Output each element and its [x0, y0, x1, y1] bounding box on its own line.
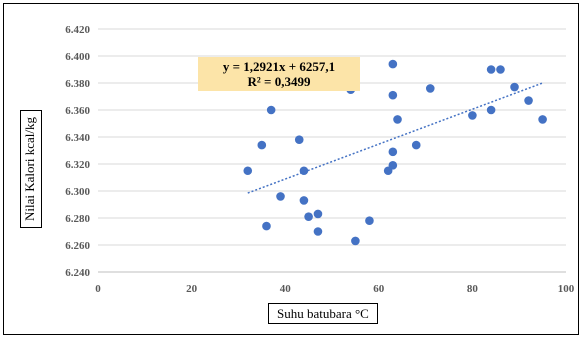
- data-point: [468, 111, 477, 120]
- data-point: [388, 59, 398, 69]
- data-point: [262, 221, 271, 231]
- y-tick-label: 6.400: [65, 51, 90, 63]
- trendline-equation-box: y = 1,2921x + 6257,1 R² = 0,3499: [198, 57, 360, 91]
- y-axis-label: Nilai Kalori kcal/kg: [20, 110, 42, 228]
- y-tick-labels: 6.240 6.260 6.280 6.300 6.320 6.340 6.360 6.380…: [65, 24, 90, 279]
- data-point: [393, 115, 402, 124]
- data-point: [299, 196, 309, 205]
- y-tick-label: 6.420: [65, 24, 90, 36]
- r-squared: R² = 0,3499: [247, 74, 311, 89]
- data-point: [243, 166, 253, 176]
- x-tick-label: 100: [558, 283, 575, 295]
- y-tick-label: 6.360: [65, 105, 90, 117]
- trendline: [247, 82, 543, 194]
- x-tick-labels: 0 20 40 60 80 100: [95, 283, 575, 295]
- data-point: [299, 166, 309, 176]
- data-point: [486, 105, 496, 115]
- data-point: [365, 216, 374, 225]
- x-tick-label: 80: [467, 283, 479, 295]
- x-tick-label: 0: [95, 283, 101, 295]
- data-point: [538, 115, 547, 124]
- data-point: [496, 65, 505, 74]
- y-tick-label: 6.340: [65, 132, 90, 144]
- data-point: [257, 140, 267, 150]
- data-point: [304, 212, 313, 221]
- y-tick-label: 6.240: [65, 267, 90, 279]
- data-point: [388, 90, 398, 100]
- y-tick-label: 6.280: [65, 213, 90, 225]
- data-point: [313, 209, 323, 219]
- data-point: [486, 65, 496, 74]
- data-point: [388, 147, 398, 157]
- x-tick-label: 20: [186, 283, 198, 295]
- y-tick-label: 6.260: [65, 240, 90, 252]
- data-point: [510, 82, 519, 92]
- x-axis-label: Suhu batubara °C: [268, 303, 378, 324]
- x-tick-label: 60: [373, 283, 385, 295]
- data-point: [276, 192, 285, 201]
- data-point: [411, 140, 421, 150]
- data-point: [266, 105, 276, 115]
- data-point: [351, 236, 360, 246]
- data-points: [243, 59, 547, 246]
- x-tick-label: 40: [280, 283, 292, 295]
- y-tick-label: 6.380: [65, 78, 90, 90]
- y-tick-label: 6.300: [65, 186, 90, 198]
- data-point: [294, 135, 304, 144]
- trendline-equation: y = 1,2921x + 6257,1: [222, 59, 336, 74]
- data-point: [313, 227, 323, 236]
- data-point: [524, 96, 533, 105]
- data-point: [425, 84, 435, 93]
- trendline-group: [247, 82, 543, 194]
- y-tick-label: 6.320: [65, 159, 90, 171]
- data-point: [388, 161, 398, 170]
